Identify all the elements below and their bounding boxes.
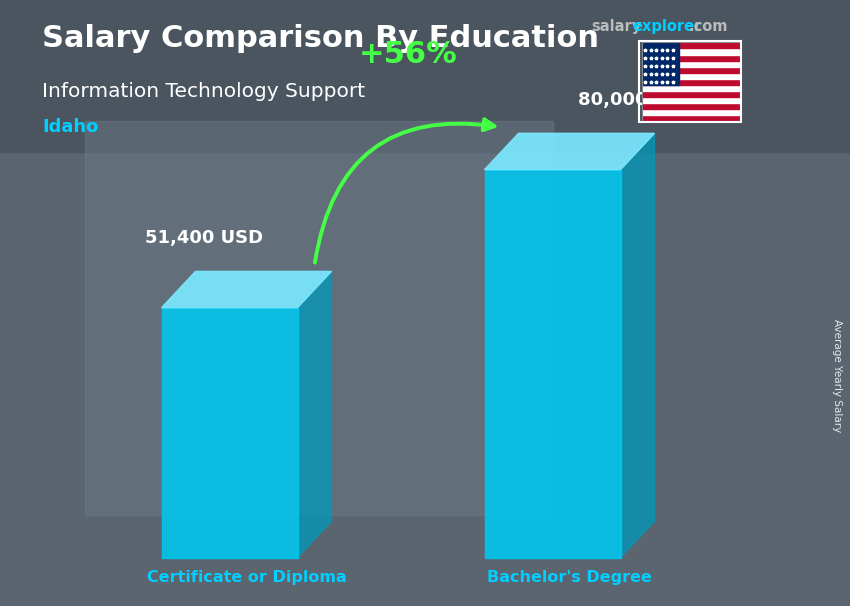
Bar <box>642 67 740 73</box>
Bar <box>484 170 620 558</box>
Polygon shape <box>620 133 654 558</box>
Bar <box>642 48 740 55</box>
Polygon shape <box>162 271 332 308</box>
Text: +56%: +56% <box>359 40 457 69</box>
Bar <box>0 0 850 152</box>
Text: Salary Comparison By Education: Salary Comparison By Education <box>42 24 599 53</box>
Text: 51,400 USD: 51,400 USD <box>145 229 263 247</box>
Bar <box>642 85 740 91</box>
Text: explorer: explorer <box>632 19 702 35</box>
Bar <box>642 103 740 109</box>
Text: Idaho: Idaho <box>42 118 99 136</box>
Text: .com: .com <box>688 19 728 35</box>
Polygon shape <box>484 133 654 170</box>
Text: salary: salary <box>591 19 641 35</box>
Bar <box>642 61 740 67</box>
Text: Certificate or Diploma: Certificate or Diploma <box>147 570 347 585</box>
Bar <box>642 42 679 85</box>
Bar <box>642 91 740 97</box>
Bar <box>85 121 552 515</box>
Bar <box>642 97 740 103</box>
Bar <box>642 55 740 61</box>
Bar <box>642 79 740 85</box>
Bar <box>642 109 740 115</box>
Text: Information Technology Support: Information Technology Support <box>42 82 366 101</box>
Bar <box>642 115 740 121</box>
Text: Average Yearly Salary: Average Yearly Salary <box>832 319 842 432</box>
Polygon shape <box>298 271 332 558</box>
Bar <box>642 73 740 79</box>
Text: Bachelor's Degree: Bachelor's Degree <box>487 570 652 585</box>
Text: 80,000 USD: 80,000 USD <box>578 91 697 109</box>
Bar <box>642 42 740 48</box>
Bar <box>162 308 298 558</box>
